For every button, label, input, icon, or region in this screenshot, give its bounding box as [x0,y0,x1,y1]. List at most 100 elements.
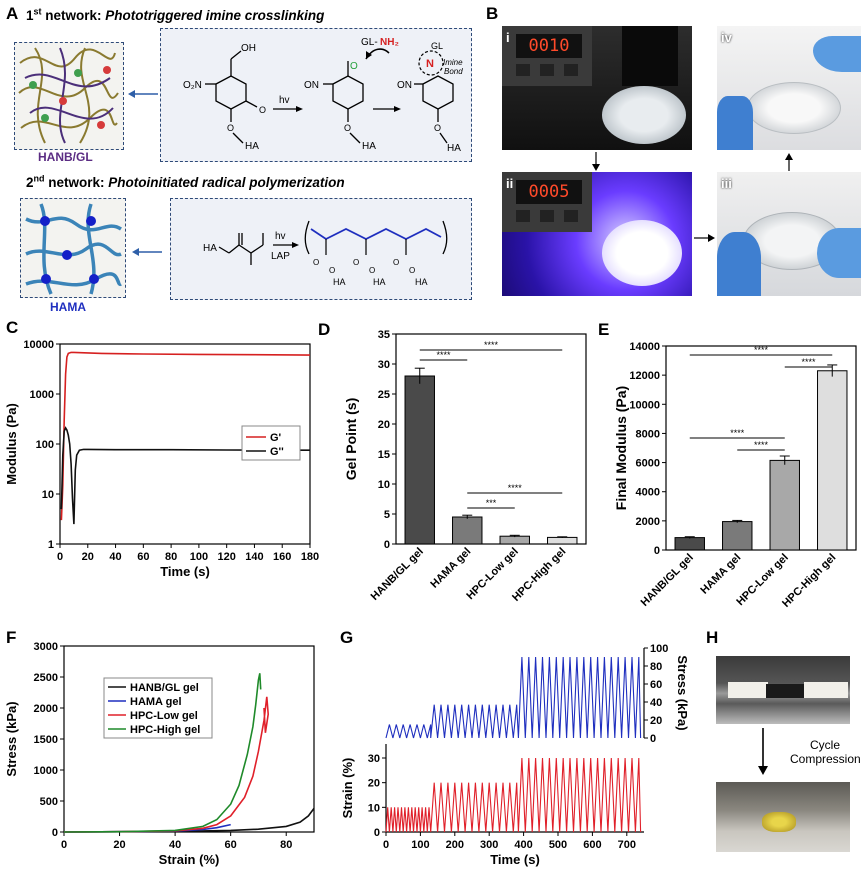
y-tick-label: 4000 [636,487,660,499]
x-tick-label: HAMA gel [428,546,473,591]
panel-label-g: G [340,628,354,647]
x-tick-label: 60 [225,839,237,851]
y2-tick-label: 20 [650,715,662,727]
plot-frame [63,645,315,833]
svg-text:O: O [344,123,351,133]
svg-text:OH: OH [241,43,256,54]
y-tick-label: 15 [378,449,390,461]
svg-text:HA: HA [245,141,259,152]
x-tick-label: 700 [618,839,636,851]
network-2-title: 2nd network: Photoinitiated radical poly… [26,173,345,190]
hanb-gl-network-illustration [14,42,124,150]
x-tick-label: 120 [217,551,235,563]
significance-label: **** [508,483,523,493]
svg-text:O: O [369,266,375,275]
x-tick-label: 80 [280,839,292,851]
hama-network-illustration [20,198,126,298]
svg-text:ON: ON [397,80,412,91]
panel-label-h: H [706,628,719,647]
svg-text:HA: HA [203,243,217,254]
legend-label: HPC-Low gel [130,710,198,722]
strain-series-line [385,757,642,833]
y-tick-label: 30 [368,753,380,765]
arrow-left-icon [132,248,162,256]
svg-text:LAP: LAP [271,251,290,262]
arrow-right-icon [694,234,715,242]
significance-label: **** [730,428,745,438]
significance-label: **** [436,350,451,360]
panel-label-f: F [6,628,17,647]
svg-text:HA: HA [362,141,376,152]
x-tick-label: 0 [57,551,63,563]
imine-reaction-drawing: OH O₂N O HA O hv O ON O HA GL- NH₂ N GL … [183,37,463,154]
x-tick-label: 100 [190,551,208,563]
svg-text:O: O [353,258,359,267]
panel-label-d: D [318,320,331,339]
x-tick-label: 400 [514,839,532,851]
bar [722,521,753,551]
svg-text:O: O [393,258,399,267]
y-tick-label: 2000 [636,516,660,528]
photo-compression-before [716,656,850,724]
x-tick-label: 80 [165,551,177,563]
svg-text:hv: hv [279,95,290,106]
y-tick-label: 2000 [34,703,58,715]
y2-tick-label: 60 [650,679,662,691]
plot-frame [665,345,857,551]
x-tick-label: 180 [301,551,319,563]
y2-tick-label: 40 [650,697,662,709]
y-tick-label: 1 [48,539,54,551]
legend-label: HANB/GL gel [130,682,199,694]
arrow-up-icon [785,153,793,171]
bar [674,537,705,551]
x-axis-label: Time (s) [160,564,210,579]
y-axis-label: Modulus (Pa) [4,403,19,485]
plot-frame [395,333,587,545]
svg-text:O: O [259,105,266,115]
panel-label-a: A [6,4,19,23]
y2-axis-label: Stress (kPa) [675,655,690,730]
y-tick-label: 0 [384,539,390,551]
x-tick-label: 600 [583,839,601,851]
y2-tick-label: 100 [650,643,668,655]
significance-label: **** [754,440,769,450]
svg-text:ON: ON [304,80,319,91]
step-label-ii: ii [506,176,514,191]
x-tick-label: HANB/GL gel [639,552,696,609]
y-tick-label: 10000 [629,399,660,411]
y-axis-label: Gel Point (s) [343,398,359,480]
svg-text:O₂N: O₂N [183,80,202,91]
photo-step-iv: iv [717,26,861,150]
chart-modulus-vs-time: 0 20 40 60 80 100 120 140 160 180 1 10 100 1000 10000 T… [4,339,319,579]
y-tick-label: 3000 [34,641,58,653]
svg-text:HA: HA [447,143,461,154]
photo-compression-after [716,782,850,852]
x-tick-label: 160 [273,551,291,563]
y-tick-label: 8000 [636,428,660,440]
x-tick-label: 20 [82,551,94,563]
series-line-0 [60,351,311,521]
svg-text:GL: GL [431,41,443,51]
y-tick-label: 25 [378,389,390,401]
step-label-i: i [506,30,510,45]
y-tick-label: 6000 [636,458,660,470]
svg-text:Imine: Imine [443,58,463,67]
significance-label: **** [801,357,816,367]
photo-step-i: 0010 i [502,26,692,150]
bar [499,535,530,545]
panel-label-c: C [6,318,19,337]
y2-tick-label: 80 [650,661,662,673]
series-line-1 [60,426,311,525]
y-tick-label: 30 [378,359,390,371]
y-tick-label: 12000 [629,370,660,382]
bar [452,516,483,545]
timer-display-i: 0010 [516,34,582,58]
hama-network-drawing [25,203,122,295]
significance-label: **** [754,345,769,355]
timer-display-ii: 0005 [516,180,582,204]
x-tick-label: 500 [549,839,567,851]
arrow-down-icon [592,152,600,171]
y-tick-label: 10 [378,479,390,491]
panel-label-e: E [598,320,610,339]
